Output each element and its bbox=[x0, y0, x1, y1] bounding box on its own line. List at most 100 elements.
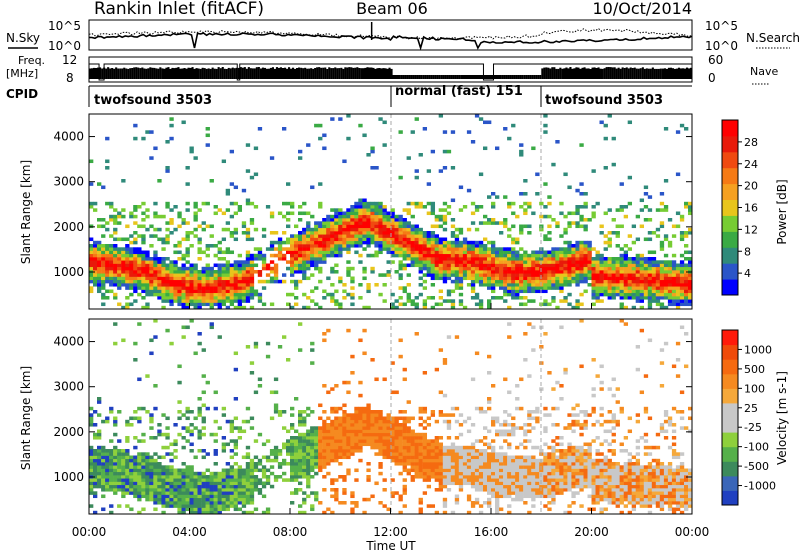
power-cell bbox=[619, 279, 624, 284]
power-cell bbox=[89, 182, 94, 186]
power-cell bbox=[615, 270, 620, 274]
power-cell bbox=[478, 263, 484, 268]
power-cell bbox=[659, 201, 665, 206]
nave-bar bbox=[603, 68, 606, 79]
velocity-cell bbox=[418, 406, 423, 411]
power-cell bbox=[133, 273, 138, 277]
power-cell bbox=[575, 240, 580, 245]
power-cell bbox=[531, 270, 536, 274]
velocity-cell bbox=[249, 481, 255, 486]
power-cell bbox=[551, 218, 556, 222]
power-cell bbox=[169, 123, 174, 128]
power-cell bbox=[121, 257, 126, 261]
power-cell bbox=[294, 270, 299, 274]
power-cell bbox=[655, 289, 661, 294]
nave-bar bbox=[282, 68, 285, 79]
power-cell bbox=[434, 240, 440, 245]
power-cell bbox=[466, 247, 472, 251]
power-cell bbox=[121, 179, 126, 183]
power-cell bbox=[362, 305, 367, 310]
power-cell bbox=[418, 247, 423, 251]
velocity-cell bbox=[350, 416, 355, 421]
power-cell bbox=[623, 296, 629, 300]
power-cell bbox=[338, 214, 343, 219]
power-cell bbox=[290, 237, 295, 242]
power-cell bbox=[647, 286, 653, 290]
power-cell bbox=[659, 260, 665, 264]
power-cell bbox=[430, 231, 436, 235]
power-cell bbox=[229, 201, 235, 206]
power-cell bbox=[515, 253, 520, 258]
velocity-cell bbox=[495, 468, 500, 473]
power-cell bbox=[269, 240, 275, 245]
power-cell bbox=[366, 201, 371, 206]
power-cell bbox=[438, 270, 444, 274]
velocity-cell bbox=[157, 462, 162, 466]
power-cell bbox=[366, 214, 371, 219]
velocity-cell bbox=[378, 436, 383, 440]
velocity-cell bbox=[129, 491, 134, 495]
power-cell bbox=[209, 244, 214, 248]
power-cell bbox=[237, 279, 243, 284]
power-cell bbox=[233, 260, 239, 264]
power-cell bbox=[615, 266, 620, 271]
velocity-cell bbox=[470, 465, 476, 469]
power-cell bbox=[551, 257, 556, 261]
power-cell bbox=[442, 237, 448, 242]
power-cell bbox=[97, 276, 102, 281]
power-cell bbox=[430, 201, 436, 206]
power-cell bbox=[491, 276, 496, 281]
power-cell bbox=[507, 305, 512, 310]
velocity-cell bbox=[398, 510, 403, 515]
power-cell bbox=[450, 279, 456, 284]
power-cell bbox=[402, 237, 407, 242]
nave-bar bbox=[129, 68, 132, 79]
velocity-cell bbox=[109, 455, 114, 460]
power-cell bbox=[269, 270, 275, 274]
power-cell bbox=[627, 247, 633, 251]
power-cell bbox=[217, 266, 222, 271]
power-cell bbox=[462, 247, 468, 251]
power-cell bbox=[145, 214, 150, 219]
velocity-cell bbox=[153, 465, 158, 469]
velocity-cell bbox=[406, 458, 411, 463]
velocity-cell bbox=[418, 436, 423, 440]
velocity-cell bbox=[290, 491, 295, 495]
velocity-cell bbox=[294, 445, 299, 450]
power-cell bbox=[414, 260, 419, 264]
velocity-cell bbox=[133, 478, 138, 482]
velocity-cell bbox=[153, 458, 158, 463]
velocity-cell bbox=[93, 465, 98, 469]
velocity-cell bbox=[253, 345, 259, 349]
velocity-cell bbox=[478, 471, 484, 476]
power-cell bbox=[169, 283, 174, 287]
velocity-cell bbox=[213, 504, 218, 508]
power-cell bbox=[511, 123, 516, 128]
power-cell bbox=[181, 302, 186, 307]
power-cell bbox=[679, 289, 685, 294]
velocity-cell bbox=[466, 471, 472, 476]
velocity-cell bbox=[430, 445, 436, 450]
nave-bar bbox=[358, 68, 361, 79]
velocity-cell bbox=[410, 416, 415, 421]
power-cell bbox=[229, 296, 235, 300]
velocity-cell bbox=[362, 423, 367, 427]
velocity-cell bbox=[402, 423, 407, 427]
power-cell bbox=[519, 143, 524, 147]
power-cell bbox=[378, 214, 383, 219]
velocity-cell bbox=[418, 452, 423, 456]
power-cell bbox=[575, 302, 580, 307]
velocity-cell bbox=[89, 481, 94, 486]
power-cell bbox=[290, 205, 295, 209]
power-cell bbox=[663, 263, 669, 268]
velocity-cell bbox=[438, 481, 444, 486]
nave-bar bbox=[493, 75, 496, 79]
power-cell bbox=[446, 276, 452, 281]
power-cell bbox=[635, 279, 641, 284]
power-cell bbox=[607, 237, 612, 242]
power-cell bbox=[169, 286, 174, 290]
power-cell bbox=[229, 283, 235, 287]
velocity-cell bbox=[406, 462, 411, 466]
power-cell bbox=[269, 211, 275, 216]
velocity-cell bbox=[213, 494, 218, 499]
